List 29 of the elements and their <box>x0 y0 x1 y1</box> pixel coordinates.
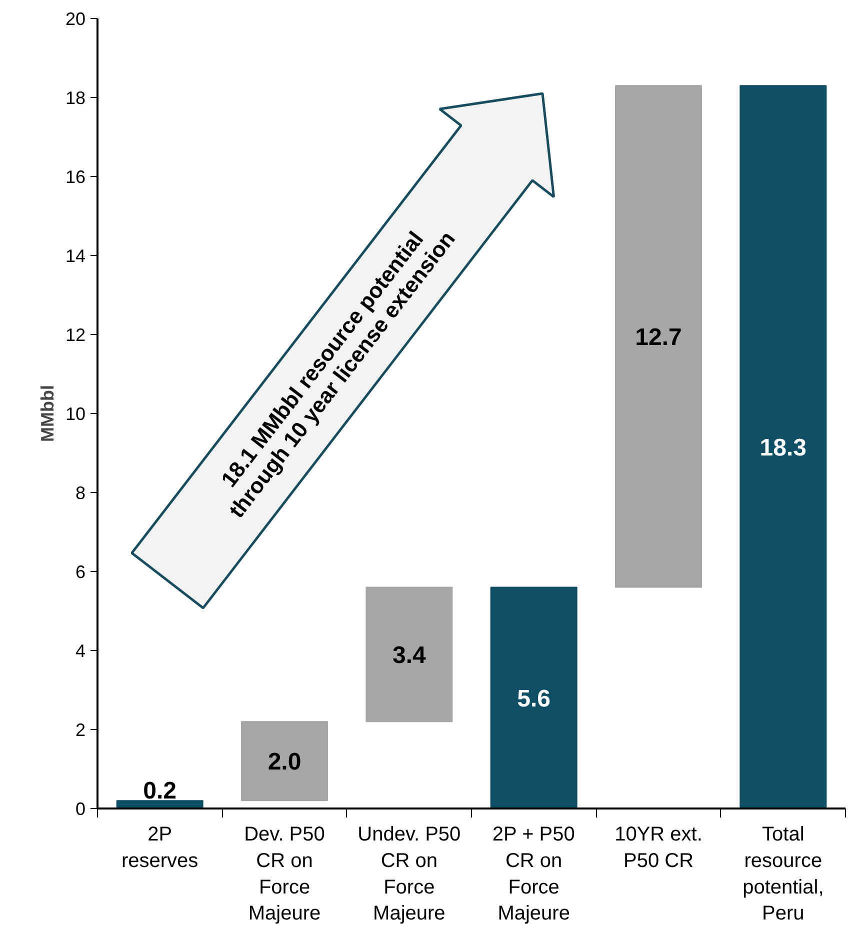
y-tick-label: 18 <box>65 88 86 108</box>
x-tick-label: 10YR ext. P50 CR <box>614 824 702 872</box>
x-tick-label: Undev. P50 CR on Force Majeure <box>358 824 461 925</box>
x-tick-label: Dev. P50 CR on Force Majeure <box>244 824 325 925</box>
bar <box>614 85 702 588</box>
data-label: 18.3 <box>760 434 807 462</box>
x-tick-label: Total resource potential, Peru <box>742 824 824 925</box>
x-tick-label: 2P + P50 CR on Force Majeure <box>492 824 575 925</box>
y-tick-label: 4 <box>75 641 86 661</box>
data-label: 0.2 <box>143 778 177 805</box>
y-tick-label: 12 <box>65 325 86 345</box>
data-label: 12.7 <box>635 324 682 351</box>
y-tick-label: 6 <box>75 562 86 582</box>
y-tick-label: 10 <box>65 404 86 424</box>
x-tick-label: 2P reserves <box>121 824 198 872</box>
y-tick-label: 14 <box>65 246 86 266</box>
y-tick-label: 20 <box>65 9 86 29</box>
y-tick-label: 2 <box>75 720 86 740</box>
bar <box>740 85 827 808</box>
bar <box>490 586 578 808</box>
bar <box>366 586 453 722</box>
bar <box>240 721 328 802</box>
data-label: 2.0 <box>268 748 302 776</box>
y-tick-label: 0 <box>75 799 86 819</box>
data-label: 5.6 <box>517 685 551 712</box>
y-tick-label: 8 <box>75 483 86 503</box>
y-axis-title: MMbbl <box>37 385 58 442</box>
y-tick-label: 16 <box>65 167 86 187</box>
data-label: 3.4 <box>392 642 426 669</box>
